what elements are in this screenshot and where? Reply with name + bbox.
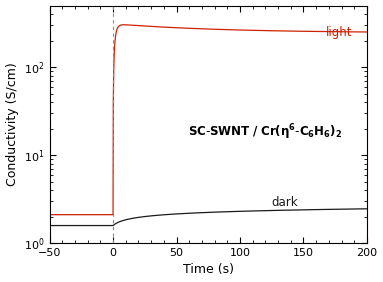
Text: dark: dark: [272, 196, 298, 209]
Text: light: light: [326, 26, 353, 39]
X-axis label: Time (s): Time (s): [183, 263, 234, 276]
Y-axis label: Conductivity (S/cm): Conductivity (S/cm): [6, 62, 18, 186]
Text: $\mathbf{SC\text{-}SWNT\ /\ Cr(\eta^6\text{-}C_6H_6)_2}$: $\mathbf{SC\text{-}SWNT\ /\ Cr(\eta^6\te…: [188, 123, 342, 142]
